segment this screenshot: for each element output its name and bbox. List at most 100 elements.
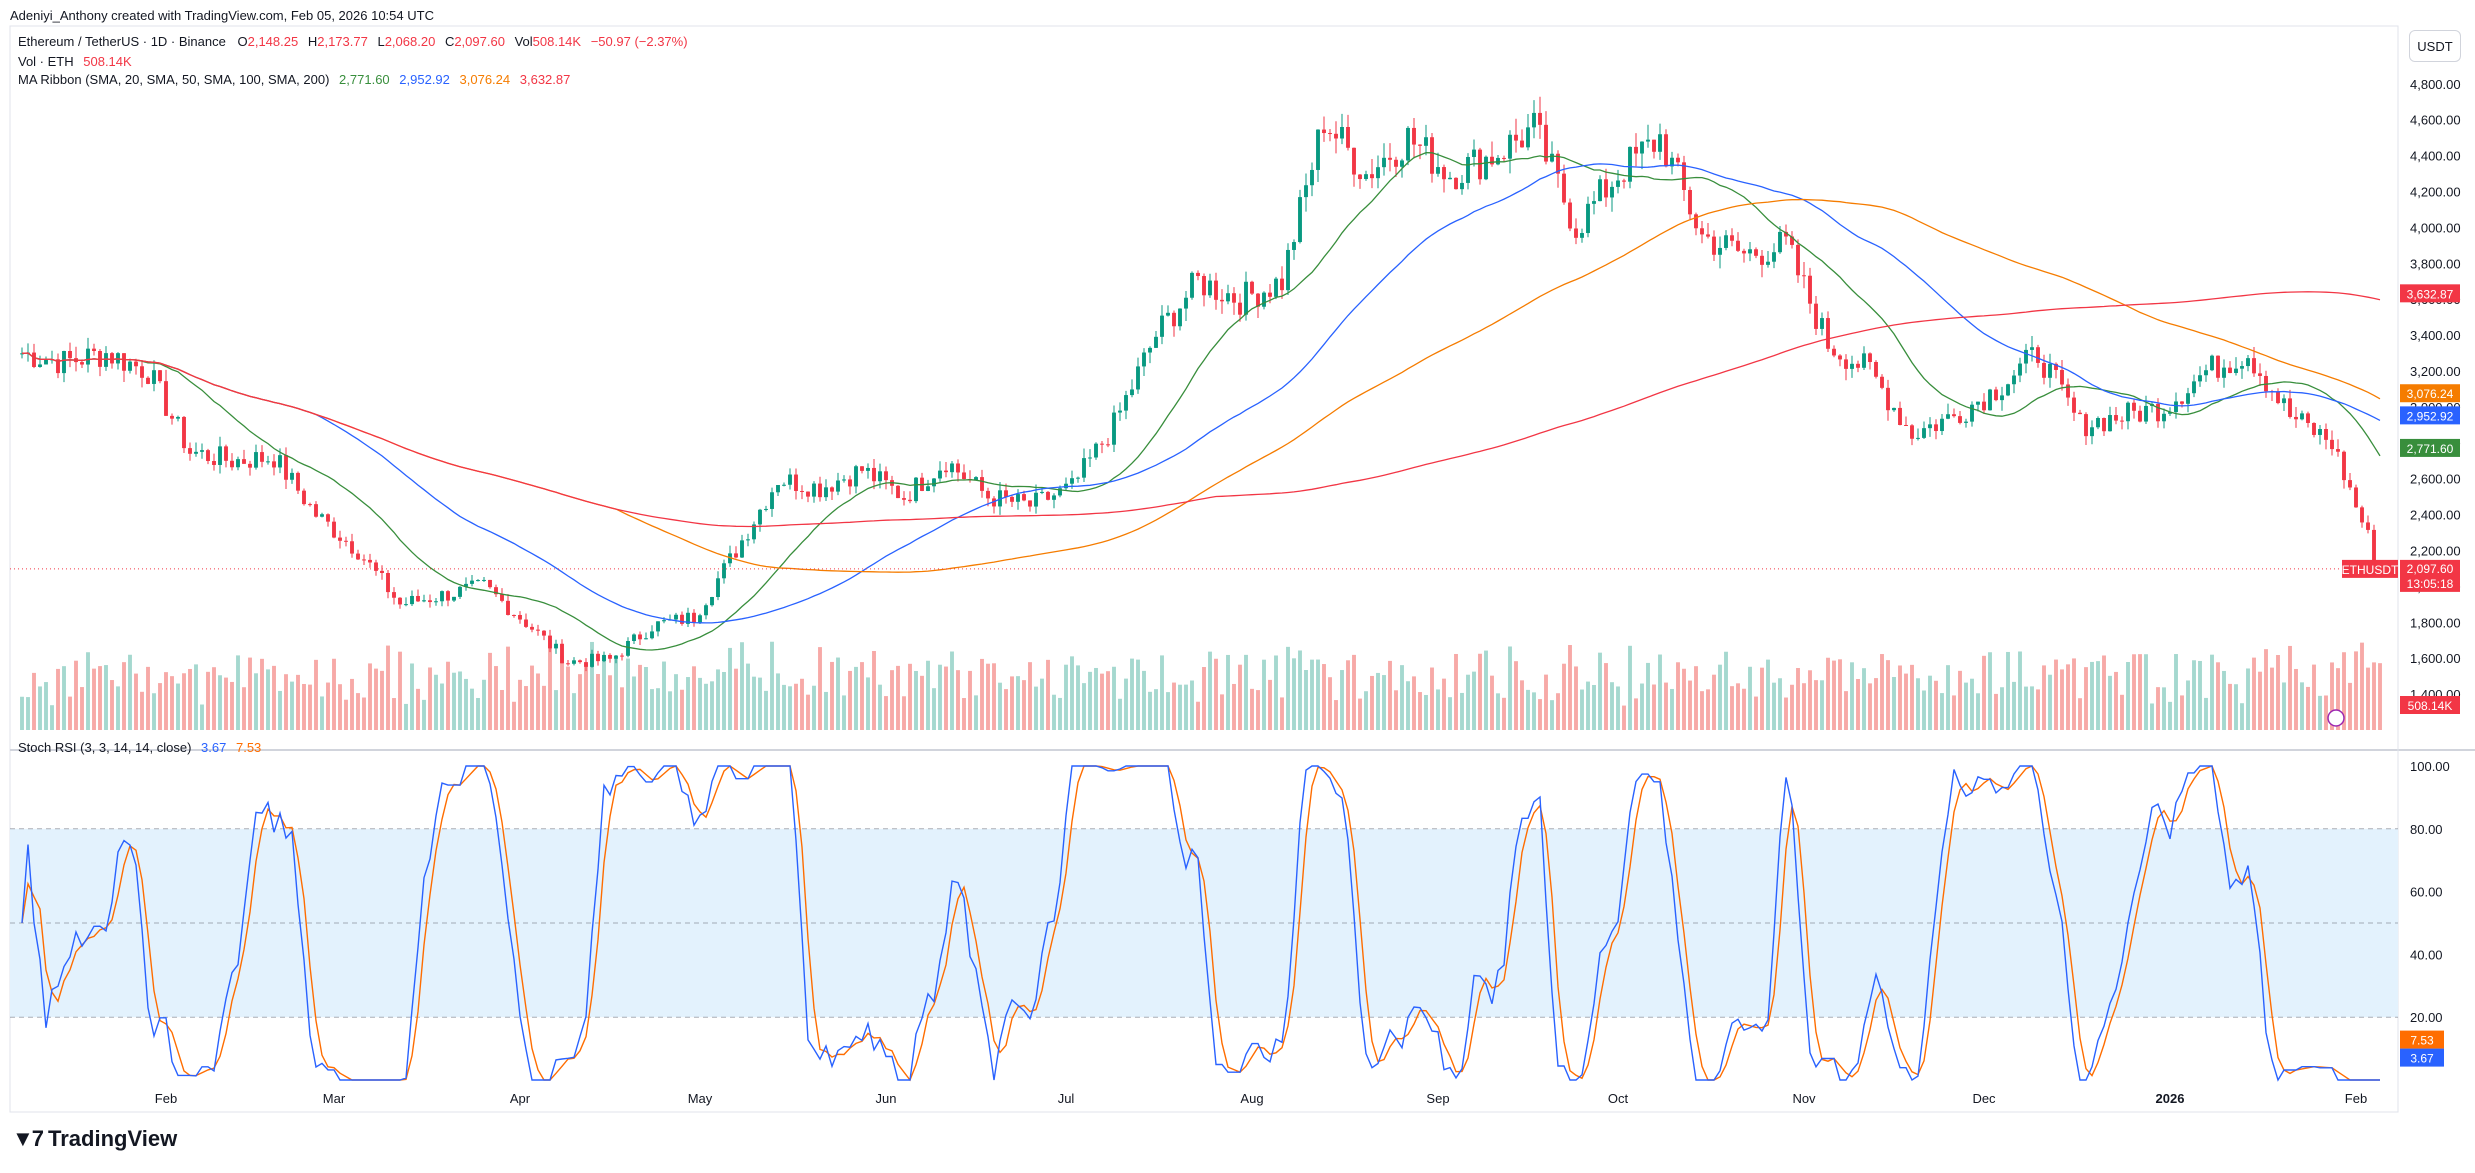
- volume-bar: [1952, 695, 1956, 730]
- volume-bar: [1208, 651, 1212, 730]
- volume-bar: [2156, 687, 2160, 730]
- currency-label: USDT: [2417, 38, 2453, 54]
- volume-bar: [1808, 670, 1812, 730]
- candle-body: [2144, 405, 2148, 422]
- volume-bar: [1142, 670, 1146, 730]
- candle-body: [698, 615, 702, 623]
- volume-bar: [1274, 655, 1278, 730]
- candle-body: [38, 364, 42, 367]
- volume-bar: [2288, 645, 2292, 730]
- volume-bar: [2036, 689, 2040, 730]
- volume-bar: [2126, 662, 2130, 730]
- volume-bar: [1862, 668, 1866, 730]
- volume-bar: [1340, 670, 1344, 730]
- candle-body: [1928, 424, 1932, 429]
- volume-bar: [1214, 658, 1218, 730]
- volume-tag: [2400, 696, 2460, 714]
- candle-body: [1244, 281, 1248, 315]
- volume-bar: [1166, 692, 1170, 730]
- candle-body: [1136, 366, 1140, 390]
- candle-body: [470, 580, 474, 584]
- candle-body: [572, 660, 576, 664]
- volume-bar: [2162, 687, 2166, 730]
- candle-body: [644, 638, 648, 640]
- volume-bar: [758, 677, 762, 730]
- volume-bar: [1394, 690, 1398, 730]
- open-label: O: [237, 34, 248, 49]
- candle-body: [602, 654, 606, 662]
- volume-bar: [740, 642, 744, 730]
- volume-bar: [752, 676, 756, 730]
- currency-button[interactable]: USDT: [2409, 30, 2461, 62]
- stoch-rsi-legend[interactable]: Stoch RSI (3, 3, 14, 14, close) 3.67 7.5…: [18, 740, 261, 755]
- candle-body: [1190, 272, 1194, 298]
- volume-bar: [230, 681, 234, 730]
- volume-bar: [1904, 673, 1908, 730]
- candle-body: [1508, 134, 1512, 159]
- tradingview-brand[interactable]: ▼7 TradingView: [12, 1126, 177, 1152]
- candle-body: [2246, 358, 2250, 367]
- volume-bar: [476, 697, 480, 730]
- volume-legend[interactable]: Vol · ETH 508.14K: [18, 54, 132, 69]
- volume-bar: [1388, 660, 1392, 730]
- candle-body: [326, 514, 330, 522]
- candle-body: [632, 634, 636, 641]
- candle-body: [104, 353, 108, 367]
- volume-bar: [1310, 659, 1314, 730]
- price-tick-label: 1,600.00: [2410, 651, 2461, 666]
- volume-bar: [878, 684, 882, 730]
- symbol-legend[interactable]: Ethereum / TetherUS · 1D · Binance O2,14…: [18, 34, 688, 49]
- stoch-k-tag: [2400, 1048, 2444, 1067]
- volume-bar: [1844, 691, 1848, 730]
- time-tick-label: Sep: [1426, 1091, 1449, 1106]
- stoch-d-tag: [2400, 1030, 2444, 1049]
- volume-bar: [2174, 654, 2178, 730]
- candle-body: [194, 451, 198, 454]
- candle-body: [2006, 384, 2010, 396]
- volume-bar: [158, 683, 162, 730]
- stoch-d-line: [21, 765, 2380, 1082]
- volume-bar: [1724, 651, 1728, 730]
- candle-body: [1304, 185, 1308, 198]
- candle-body: [1208, 280, 1212, 296]
- price-tick-label: 1,800.00: [2410, 615, 2461, 630]
- volume-bar: [398, 651, 402, 730]
- volume-bar: [1436, 689, 1440, 730]
- volume-bar: [92, 668, 96, 730]
- volume-bar: [2060, 669, 2064, 730]
- stoch-tick-label: 20.00: [2410, 1010, 2443, 1025]
- candle-body: [260, 452, 264, 462]
- candle-body: [1346, 127, 1350, 148]
- candle-body: [404, 604, 408, 606]
- candle-body: [2066, 384, 2070, 398]
- stoch-k-tag-label: 3.67: [2410, 1052, 2434, 1066]
- candle-body: [254, 452, 258, 468]
- time-tick-label: Jul: [1058, 1091, 1075, 1106]
- volume-bar: [290, 681, 294, 730]
- ma50-value: 2,952.92: [399, 72, 450, 87]
- volume-bar: [278, 690, 282, 730]
- candle-body: [374, 562, 378, 571]
- candle-body: [1838, 355, 1842, 360]
- volume-bar: [1382, 675, 1386, 730]
- volume-bar: [1418, 692, 1422, 730]
- candle-body: [386, 572, 390, 593]
- volume-bar: [512, 701, 516, 730]
- volume-bar: [140, 691, 144, 730]
- volume-bar: [1406, 681, 1410, 730]
- volume-bar: [1250, 688, 1254, 730]
- candle-body: [302, 490, 306, 505]
- volume-bar: [1556, 693, 1560, 730]
- candle-body: [2012, 375, 2016, 385]
- candle-body: [1436, 167, 1440, 174]
- volume-bar: [434, 674, 438, 730]
- candle-body: [1562, 173, 1566, 203]
- candle-body: [908, 499, 912, 502]
- ma-ribbon-legend[interactable]: MA Ribbon (SMA, 20, SMA, 50, SMA, 100, S…: [18, 72, 570, 87]
- stoch-k-value: 3.67: [201, 740, 227, 755]
- candle-body: [752, 524, 756, 540]
- candle-body: [1358, 174, 1362, 180]
- candle-body: [332, 521, 336, 538]
- candle-body: [1184, 297, 1188, 309]
